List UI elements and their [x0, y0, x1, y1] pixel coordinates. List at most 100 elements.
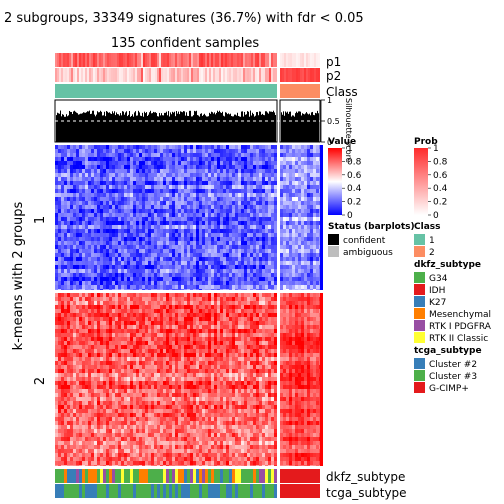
heatmap-cell [202, 213, 205, 217]
silhouette-bar [143, 116, 144, 142]
heatmap-cell [253, 281, 256, 285]
heatmap-cell [112, 173, 115, 177]
heatmap-cell [91, 273, 94, 277]
heatmap-cell [187, 189, 190, 193]
heatmap-cell [256, 297, 259, 301]
p2-cell [263, 68, 265, 82]
heatmap-cell [100, 173, 103, 177]
heatmap-cell [304, 189, 307, 193]
silhouette-bar [233, 116, 234, 142]
heatmap-cell [94, 309, 97, 313]
heatmap-cell [124, 245, 127, 249]
heatmap-cell [262, 169, 265, 173]
heatmap-cell [139, 149, 142, 153]
heatmap-cell [319, 289, 320, 290]
heatmap-cell [238, 341, 241, 345]
heatmap-cell [301, 233, 304, 237]
heatmap-cell [172, 265, 175, 269]
heatmap-cell [289, 245, 292, 249]
heatmap-cell [172, 289, 175, 290]
heatmap-cell [163, 345, 166, 349]
heatmap-cell [97, 253, 100, 257]
heatmap-cell [172, 305, 175, 309]
heatmap-cell [109, 269, 112, 273]
heatmap-cell [85, 333, 88, 337]
heatmap-cell [187, 321, 190, 325]
heatmap-cell [265, 145, 268, 149]
heatmap-cell [274, 161, 277, 165]
heatmap-cell [184, 325, 187, 329]
heatmap-cell [190, 257, 193, 261]
heatmap-cell [79, 349, 82, 353]
heatmap-cell [193, 249, 196, 253]
heatmap-cell [67, 257, 70, 261]
heatmap-cell [112, 321, 115, 325]
heatmap-cell [97, 285, 100, 289]
heatmap-cell [76, 305, 79, 309]
heatmap-cell [82, 253, 85, 257]
heatmap-cell [223, 249, 226, 253]
heatmap-cell [58, 145, 61, 149]
p1-cell [189, 53, 191, 67]
heatmap-cell [148, 269, 151, 273]
heatmap-cell [169, 197, 172, 201]
heatmap-cell [268, 325, 271, 329]
heatmap-cell [85, 149, 88, 153]
heatmap-cell [250, 185, 253, 189]
heatmap-cell [190, 281, 193, 285]
heatmap-cell [205, 221, 208, 225]
heatmap-cell [262, 325, 265, 329]
heatmap-cell [289, 177, 292, 181]
heatmap-cell [166, 177, 169, 181]
heatmap-cell [205, 349, 208, 353]
heatmap-cell [100, 193, 103, 197]
heatmap-cell [211, 317, 214, 321]
heatmap-cell [196, 189, 199, 193]
heatmap-cell [181, 337, 184, 341]
heatmap-cell [310, 241, 313, 245]
silhouette-axis-label: Silhouette score [344, 98, 353, 163]
heatmap-cell [157, 305, 160, 309]
heatmap-cell [64, 253, 67, 257]
heatmap-cell [202, 321, 205, 325]
heatmap-cell [64, 349, 67, 353]
heatmap-cell [163, 277, 166, 281]
silhouette-bar [275, 115, 276, 142]
heatmap-cell [301, 205, 304, 209]
heatmap-cell [286, 149, 289, 153]
heatmap-cell [298, 265, 301, 269]
heatmap-cell [196, 269, 199, 273]
heatmap-cell [295, 181, 298, 185]
heatmap-cell [310, 217, 313, 221]
heatmap-cell [211, 309, 214, 313]
heatmap-cell [319, 261, 320, 265]
heatmap-cell [82, 153, 85, 157]
heatmap-cell [100, 317, 103, 321]
heatmap-cell [106, 321, 109, 325]
heatmap-cell [289, 237, 292, 241]
heatmap-cell [256, 161, 259, 165]
heatmap-cell [238, 225, 241, 229]
heatmap-cell [184, 313, 187, 317]
heatmap-cell [310, 201, 313, 205]
heatmap-cell [226, 269, 229, 273]
heatmap-cell [148, 345, 151, 349]
heatmap-cell [94, 237, 97, 241]
heatmap-cell [199, 173, 202, 177]
silhouette-bar [235, 114, 236, 142]
heatmap-cell [70, 341, 73, 345]
heatmap-cell [190, 217, 193, 221]
heatmap-cell [289, 201, 292, 205]
heatmap-cell [160, 221, 163, 225]
heatmap-cell [265, 297, 268, 301]
p1-cell [310, 53, 312, 67]
heatmap-cell [214, 341, 217, 345]
heatmap-cell [145, 285, 148, 289]
p1-cell [123, 53, 125, 67]
heatmap-cell [289, 269, 292, 273]
heatmap-cell [70, 201, 73, 205]
heatmap-cell [262, 145, 265, 149]
silhouette-bar [297, 112, 298, 142]
heatmap-cell [70, 221, 73, 225]
silhouette-bar [249, 116, 250, 142]
